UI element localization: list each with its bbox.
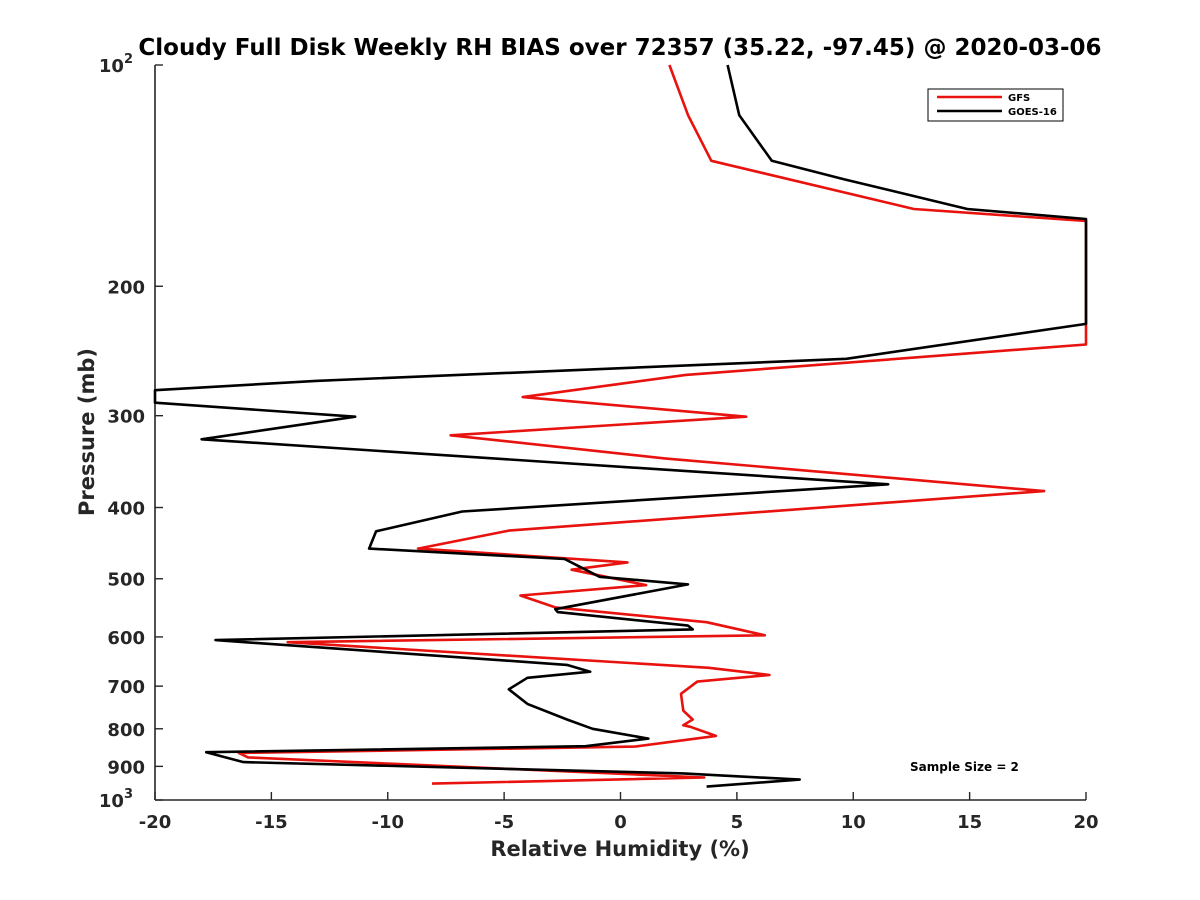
y-tick-label: 200 xyxy=(107,277,145,298)
x-tick-label: -15 xyxy=(255,812,288,833)
sample-size-annotation: Sample Size = 2 xyxy=(910,760,1019,774)
legend-label-gfs: GFS xyxy=(1008,93,1030,104)
y-tick-label: 600 xyxy=(107,628,145,649)
x-tick-label: 20 xyxy=(1073,812,1098,833)
legend: GFS GOES-16 xyxy=(927,88,1064,122)
x-tick-label: -10 xyxy=(371,812,404,833)
x-axis-label: Relative Humidity (%) xyxy=(490,837,749,861)
x-tick-label: -20 xyxy=(139,812,172,833)
legend-label-goes16: GOES-16 xyxy=(1008,107,1057,118)
series-line-gfs xyxy=(237,64,1088,785)
y-tick-label: 500 xyxy=(107,570,145,591)
x-tick-label: -5 xyxy=(494,812,514,833)
x-tick-label: 0 xyxy=(614,812,627,833)
plot-frame xyxy=(154,65,1086,801)
y-tick-label: 103 xyxy=(99,787,133,812)
y-tick-label: 900 xyxy=(107,757,145,778)
series-line-goes16 xyxy=(153,64,1088,788)
y-tick-label: 102 xyxy=(99,52,133,77)
y-tick-label: 300 xyxy=(107,407,145,428)
legend-box xyxy=(927,88,1064,122)
chart-title: Cloudy Full Disk Weekly RH BIAS over 723… xyxy=(138,35,1101,61)
y-axis-ticks: 102 200 300 400 500 600 700 800 900 103 xyxy=(99,52,163,812)
y-tick-label: 700 xyxy=(107,677,145,698)
x-tick-label: 5 xyxy=(731,812,744,833)
y-axis-label: Pressure (mb) xyxy=(75,348,99,516)
y-tick-label: 800 xyxy=(107,720,145,741)
x-tick-label: 10 xyxy=(841,812,866,833)
x-axis-ticks: -20 -15 -10 -5 0 5 10 15 20 xyxy=(139,792,1099,833)
x-tick-label: 15 xyxy=(957,812,982,833)
y-tick-label: 400 xyxy=(107,499,145,520)
series-layer xyxy=(153,64,1088,788)
